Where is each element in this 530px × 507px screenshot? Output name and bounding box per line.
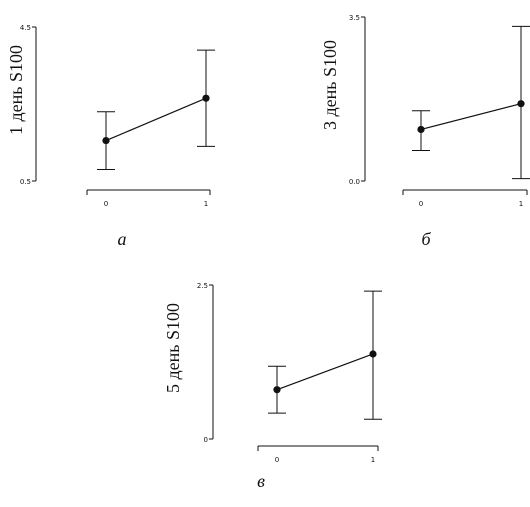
data-point [369,350,377,358]
x-tick-label: 0 [419,200,423,208]
x-tick-label: 0 [104,200,108,208]
data-point [102,136,110,145]
chart-panel-c: 2.5 0 0 1 5 день S100 в [163,282,382,491]
y-tick-label: 4.5 [20,24,31,32]
series-line [105,97,207,142]
data-point [202,94,210,102]
data-point [273,386,281,394]
y-axis-label: 5 день S100 [163,303,183,393]
series-line [276,353,374,391]
chart-panel-a: 4.5 0.5 0 1 1 день S100 а [6,24,215,249]
data-point [517,100,525,108]
y-axis-label: 3 день S100 [320,40,340,130]
x-tick-label: 1 [204,200,208,208]
y-tick-label: 0.5 [20,178,31,186]
x-tick-label: 1 [371,456,375,464]
panel-label: в [257,471,265,491]
series-line [420,103,522,131]
y-tick-label: 0 [204,436,208,444]
y-axis-label: 1 день S100 [6,45,26,135]
x-tick-label: 0 [275,456,279,464]
y-tick-label: 0.0 [349,178,360,186]
y-tick-label: 3.5 [349,14,360,22]
panel-label: б [421,229,431,249]
data-point [417,125,425,134]
chart-panel-b: 3.5 0.0 0 1 3 день S100 б [320,14,530,249]
x-tick-label: 1 [519,200,523,208]
panel-label: а [118,229,127,249]
y-tick-label: 2.5 [197,282,208,290]
